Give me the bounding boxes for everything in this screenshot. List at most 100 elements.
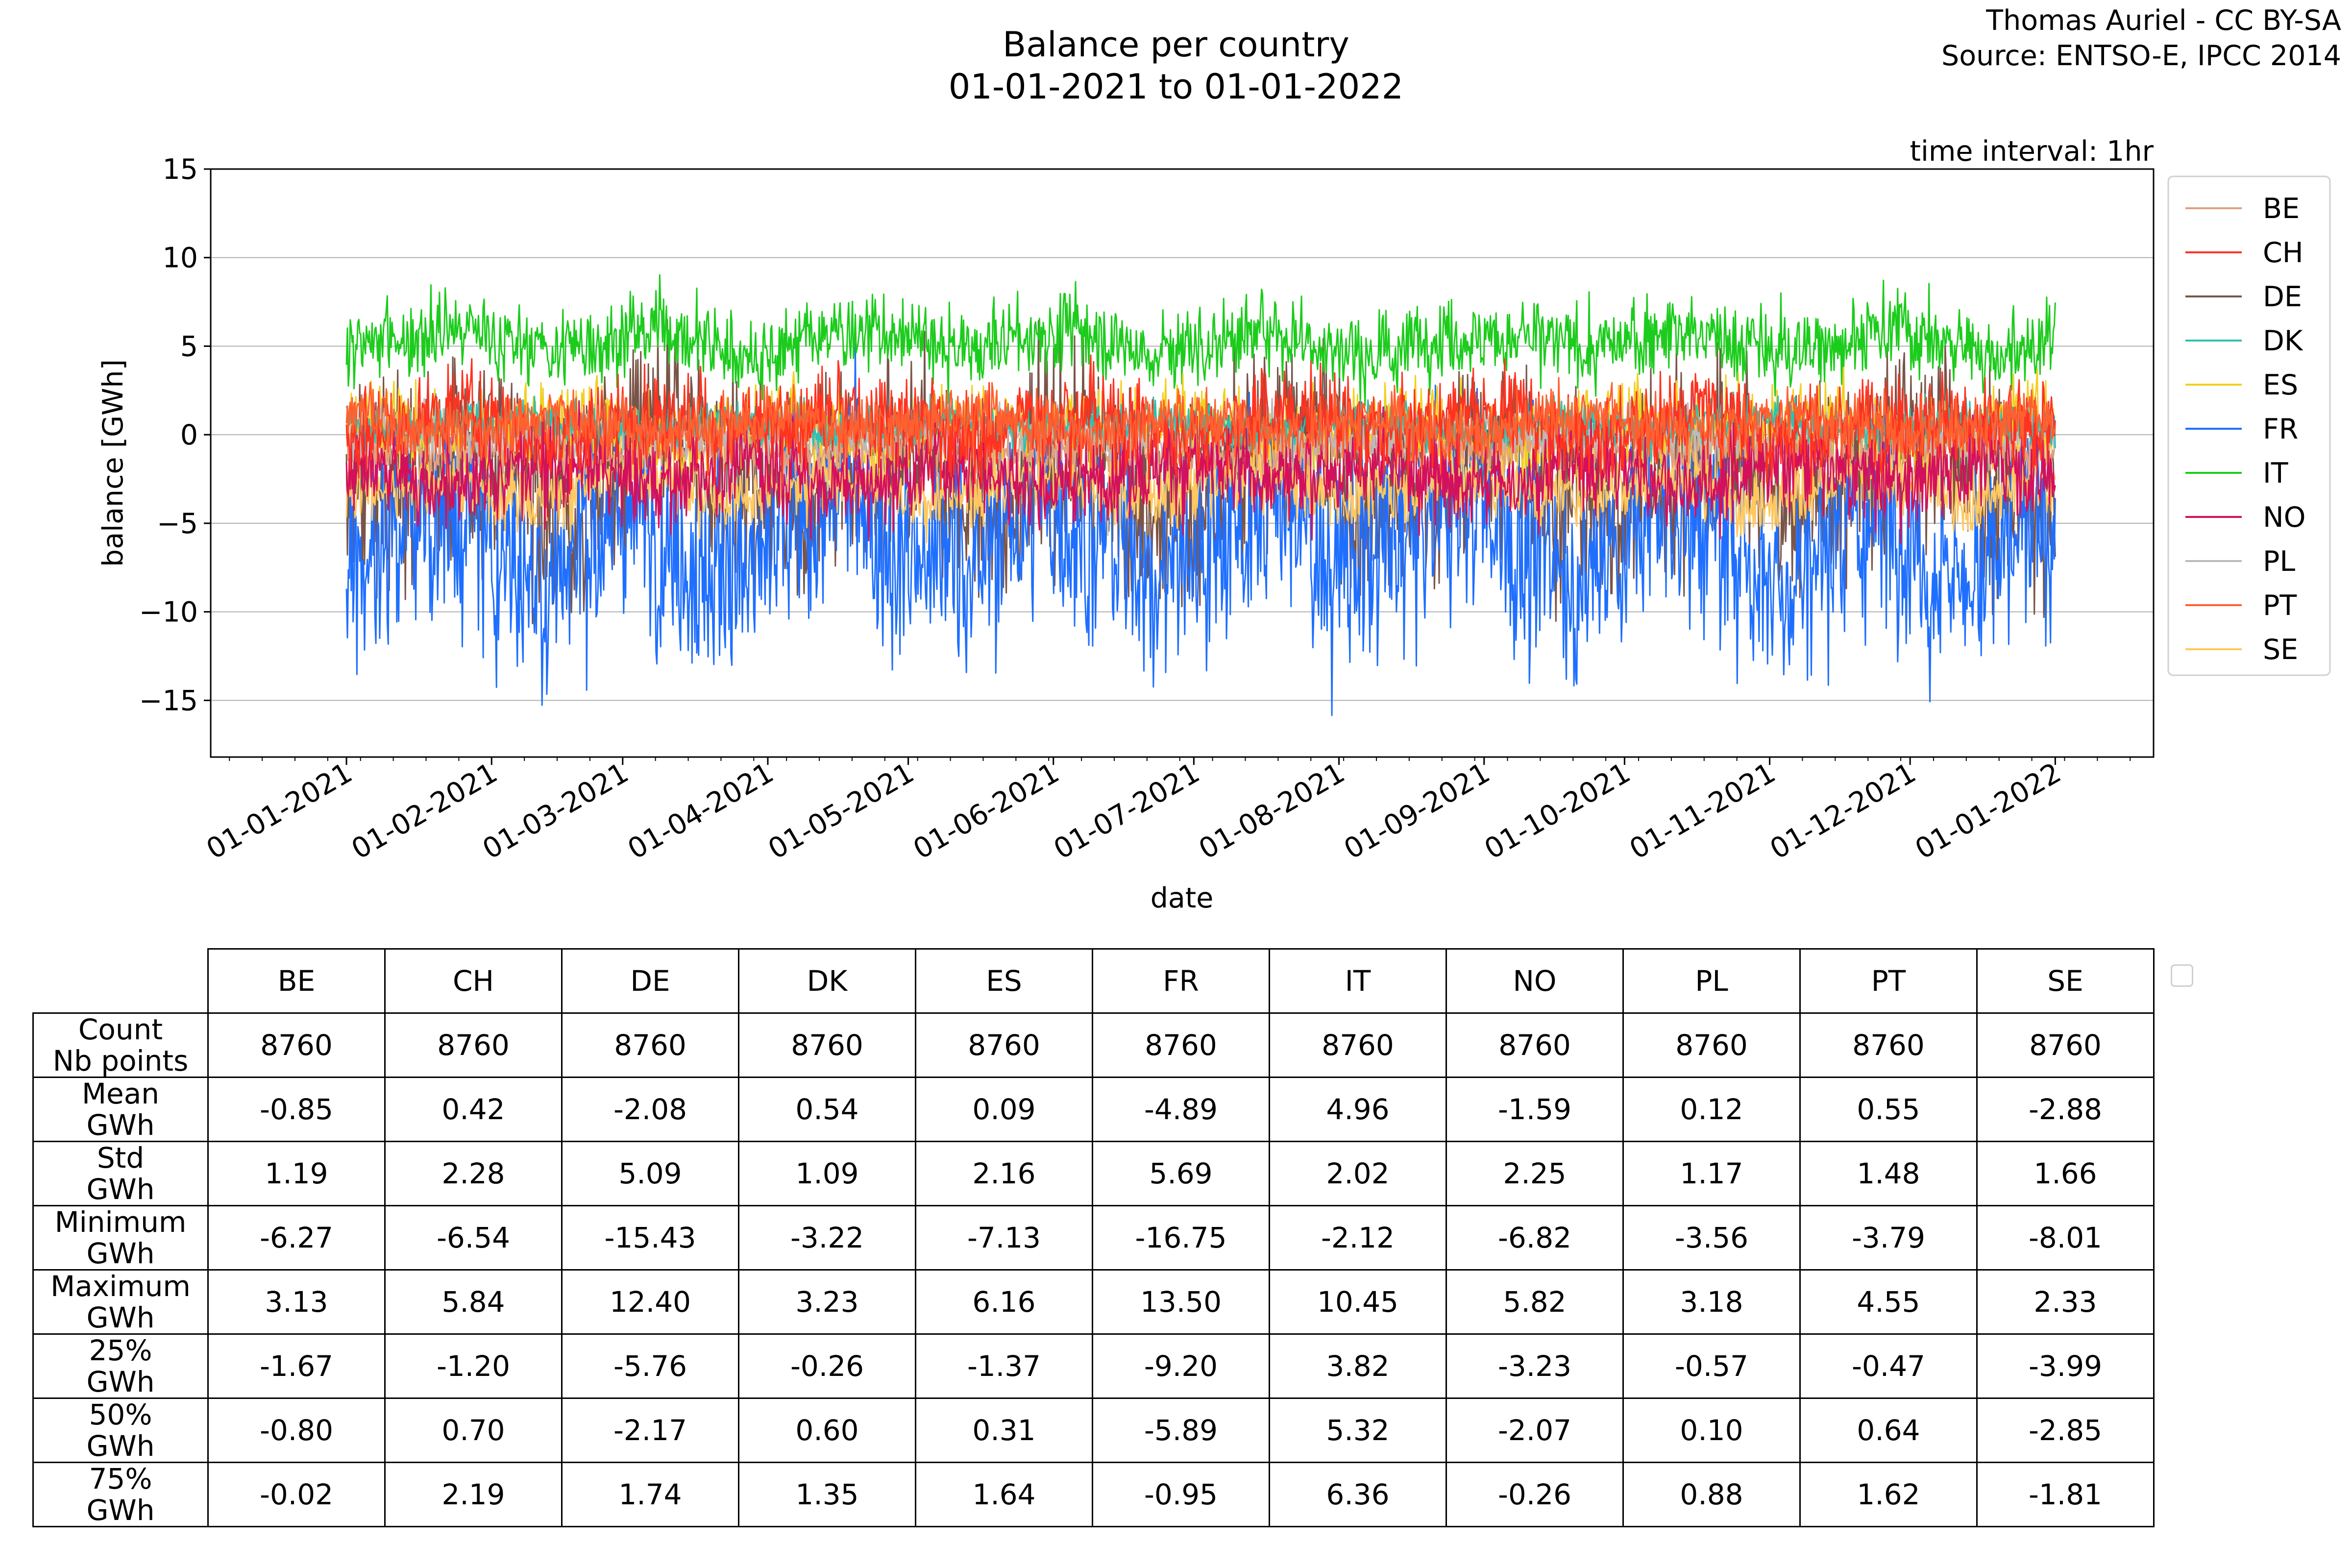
- legend-label-be: BE: [2263, 193, 2300, 225]
- table-cell: -1.20: [384, 1333, 563, 1399]
- table-cell: -3.99: [1976, 1333, 2155, 1399]
- table-column-header: PL: [1622, 948, 1801, 1014]
- table-cell: 5.84: [384, 1269, 563, 1335]
- legend-label-ch: CH: [2263, 237, 2303, 269]
- table-cell: 4.55: [1799, 1269, 1978, 1335]
- table-cell: 0.42: [384, 1077, 563, 1142]
- table-cell: -0.85: [207, 1077, 386, 1142]
- table-cell: 1.17: [1622, 1141, 1801, 1206]
- table-cell: -2.12: [1269, 1205, 1447, 1271]
- time-interval-annotation: time interval: 1hr: [1910, 135, 2154, 168]
- credit-source: Source: ENTSO-E, IPCC 2014: [1941, 40, 2341, 72]
- row-header-label: 25%: [89, 1334, 152, 1367]
- table-cell: -5.76: [561, 1333, 739, 1399]
- table-cell: 8760: [561, 1012, 739, 1078]
- table-row-header: 75% GWh: [32, 1462, 209, 1527]
- table-column-header: CH: [384, 948, 563, 1014]
- table-header-row: BE CH DE DK ES FR IT NO PL PT SE: [33, 948, 2155, 1014]
- table-cell: -3.23: [1446, 1333, 1624, 1399]
- table-cell: -0.47: [1799, 1333, 1978, 1399]
- series-line-pt: [345, 377, 2056, 468]
- table-cell: 1.66: [1976, 1141, 2155, 1206]
- table-cell: 6.36: [1269, 1462, 1447, 1527]
- legend-label-no: NO: [2263, 501, 2306, 534]
- table-cell: 5.09: [561, 1141, 739, 1206]
- table-cell: 3.18: [1622, 1269, 1801, 1335]
- table-cell: 8760: [207, 1012, 386, 1078]
- legend-label-dk: DK: [2263, 325, 2303, 357]
- table-cell: 6.16: [915, 1269, 1093, 1335]
- table-cell: 3.82: [1269, 1333, 1447, 1399]
- table-cell: 0.55: [1799, 1077, 1978, 1142]
- table-column-header: PT: [1799, 948, 1978, 1014]
- table-cell: -1.81: [1976, 1462, 2155, 1527]
- table-cell: -0.26: [1446, 1462, 1624, 1527]
- table-cell: -1.59: [1446, 1077, 1624, 1142]
- table-cell: 8760: [1092, 1012, 1270, 1078]
- table-row-header: Mean GWh: [32, 1077, 209, 1142]
- table-cell: -0.26: [738, 1333, 916, 1399]
- balance-chart: time interval: 1hr 15 10 5 0 −5 −10 −15 01-01-…: [97, 135, 2331, 914]
- x-tick-label: 01-05-2021: [763, 757, 920, 866]
- table-cell: 0.54: [738, 1077, 916, 1142]
- table-cell: 0.64: [1799, 1397, 1978, 1463]
- x-tick-label: 01-01-2021: [201, 757, 358, 866]
- table-cell: 1.74: [561, 1462, 739, 1527]
- x-tick-label: 01-08-2021: [1194, 757, 1350, 866]
- table-cell: 8760: [384, 1012, 563, 1078]
- table-cell: 0.88: [1622, 1462, 1801, 1527]
- table-cell: 2.33: [1976, 1269, 2155, 1335]
- table-cell: 1.48: [1799, 1141, 1978, 1206]
- row-header-unit: GWh: [86, 1173, 155, 1206]
- table-cell: -6.82: [1446, 1205, 1624, 1271]
- row-header-unit: GWh: [86, 1237, 155, 1270]
- table-row-header: Count Nb points: [32, 1012, 209, 1078]
- y-tick-label: 5: [180, 330, 198, 363]
- chart-title: Balance per country 01-01-2021 to 01-01-…: [686, 24, 1666, 108]
- x-tick-label: 01-01-2022: [1910, 757, 2066, 866]
- table-cell: 1.09: [738, 1141, 916, 1206]
- table-cell: -5.89: [1092, 1397, 1270, 1463]
- table-cell: -6.27: [207, 1205, 386, 1271]
- table-cell: 8760: [1799, 1012, 1978, 1078]
- table-cell: 8760: [1622, 1012, 1801, 1078]
- table-cell: 8760: [915, 1012, 1093, 1078]
- statistics-table: BE CH DE DK ES FR IT NO PL PT SE Count Nb points 8760…: [32, 948, 2155, 1527]
- plot-area: [210, 168, 2155, 758]
- row-header-label: Std: [97, 1141, 145, 1175]
- table-cell: 2.02: [1269, 1141, 1447, 1206]
- table-row-header: Maximum GWh: [32, 1269, 209, 1335]
- table-column-header: IT: [1269, 948, 1447, 1014]
- row-header-label: 75%: [89, 1462, 152, 1495]
- table-cell: -9.20: [1092, 1333, 1270, 1399]
- table-cell: -2.07: [1446, 1397, 1624, 1463]
- table-cell: 13.50: [1092, 1269, 1270, 1335]
- y-tick-label: −10: [139, 596, 198, 629]
- table-column-header: SE: [1976, 948, 2155, 1014]
- table-row-header: 25% GWh: [32, 1333, 209, 1399]
- y-tick-label: −15: [139, 685, 198, 717]
- row-header-label: Maximum: [50, 1270, 191, 1303]
- table-row: Mean GWh -0.85 0.42 -2.08 0.54 0.09 -4.89 4.96 -1…: [32, 1077, 2155, 1142]
- table-cell: -8.01: [1976, 1205, 2155, 1271]
- y-tick-label: 15: [162, 153, 198, 186]
- row-header-unit: Nb points: [52, 1044, 189, 1078]
- table-cell: 1.64: [915, 1462, 1093, 1527]
- table-cell: 0.31: [915, 1397, 1093, 1463]
- table-cell: 1.19: [207, 1141, 386, 1206]
- legend-checkbox[interactable]: [2171, 964, 2193, 987]
- x-tick-label: 01-09-2021: [1339, 757, 1495, 866]
- table-cell: 1.35: [738, 1462, 916, 1527]
- row-header-unit: GWh: [86, 1301, 155, 1334]
- table-row: 50% GWh -0.80 0.70 -2.17 0.60 0.31 -5.89 5.32 -2.…: [32, 1397, 2155, 1463]
- table-cell: -2.85: [1976, 1397, 2155, 1463]
- table-row-header: Std GWh: [32, 1141, 209, 1206]
- table-cell: 0.60: [738, 1397, 916, 1463]
- table-cell: -2.08: [561, 1077, 739, 1142]
- table-cell: 8760: [1269, 1012, 1447, 1078]
- x-tick-label: 01-02-2021: [346, 757, 503, 866]
- x-tick-label: 01-03-2021: [477, 757, 634, 866]
- table-cell: -16.75: [1092, 1205, 1270, 1271]
- table-column-header: DK: [738, 948, 916, 1014]
- credit-author: Thomas Auriel - CC BY-SA: [1986, 4, 2341, 37]
